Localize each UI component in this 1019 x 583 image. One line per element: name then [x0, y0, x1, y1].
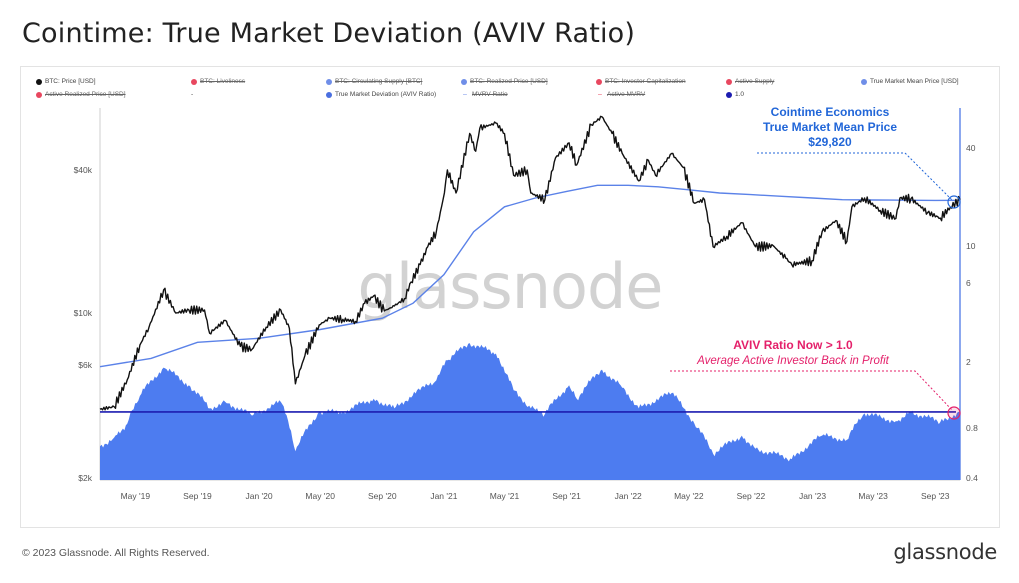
x-axis-tick-label: Jan '23	[799, 491, 826, 501]
x-axis-tick-label: May '19	[121, 491, 151, 501]
copyright-text: © 2023 Glassnode. All Rights Reserved.	[22, 547, 210, 559]
legend-label: Active MVRV	[607, 91, 646, 98]
legend-item[interactable]: – Active MVRV	[596, 91, 645, 98]
mean-price-annotation-leader	[757, 152, 953, 201]
legend-label: BTC: Investor Capitalization	[605, 78, 686, 85]
legend-marker-icon	[326, 91, 332, 98]
legend-label: True Market Deviation (AVIV Ratio)	[335, 91, 437, 98]
aviv-annotation-leader	[670, 370, 953, 411]
true-market-mean-price-line	[99, 184, 961, 368]
legend-marker-icon	[726, 91, 732, 98]
x-axis-tick-label: Jan '20	[245, 491, 272, 501]
legend-label: True Market Mean Price [USD]	[870, 78, 959, 85]
legend-item[interactable]: BTC: Price [USD]	[36, 78, 96, 85]
legend-label: -	[191, 91, 194, 98]
legend-item[interactable]: BTC: Liveliness	[191, 78, 245, 85]
right-axis-tick-label: 40	[966, 143, 976, 153]
right-axis-tick-label: 0.8	[966, 423, 978, 433]
watermark-text: glassnode	[358, 250, 663, 323]
btc-price-line	[99, 115, 961, 411]
x-axis-tick-label: Sep '20	[368, 491, 397, 501]
legend-marker-icon	[36, 91, 42, 98]
x-axis-tick-label: May '21	[490, 491, 520, 501]
right-axis-tick-label: 6	[966, 278, 971, 288]
legend-item[interactable]: Active Supply	[726, 78, 774, 85]
x-axis-tick-label: Sep '23	[921, 491, 950, 501]
x-axis-tick-label: May '22	[674, 491, 704, 501]
legend-item[interactable]: BTC: Circulating Supply [BTC]	[326, 78, 422, 85]
legend-item[interactable]: True Market Mean Price [USD]	[861, 78, 959, 85]
left-axis-tick-label: $10k	[74, 308, 93, 318]
x-axis-tick-label: Sep '22	[737, 491, 766, 501]
left-axis-tick-label: $40k	[74, 165, 93, 175]
legend-marker-icon	[36, 78, 42, 85]
aviv-highlight-marker	[947, 406, 961, 420]
legend-item[interactable]: – MVRV Ratio	[461, 91, 508, 98]
mean-price-annotation-text: True Market Mean Price	[763, 120, 897, 134]
legend-item[interactable]: BTC: Investor Capitalization	[596, 78, 686, 85]
legend-label: Active Supply	[735, 78, 775, 85]
legend-dash-icon: –	[463, 91, 467, 98]
mean-price-annotation-text: Cointime Economics	[771, 105, 890, 119]
chart-card	[20, 66, 1000, 528]
chart-legend: BTC: Price [USD] BTC: Liveliness BTC: Circ…	[36, 78, 996, 106]
page-title: Cointime: True Market Deviation (AVIV Ra…	[22, 18, 636, 49]
legend-item[interactable]: True Market Deviation (AVIV Ratio)	[326, 91, 436, 98]
aviv-annotation-subtitle: Average Active Investor Back in Profit	[696, 355, 890, 367]
right-axis-tick-label: 2	[966, 357, 971, 367]
legend-item[interactable]: -	[191, 91, 193, 98]
legend-dash-icon: –	[598, 91, 602, 98]
legend-label: 1.0	[735, 91, 745, 98]
legend-marker-icon	[191, 78, 197, 85]
legend-marker-icon	[596, 78, 602, 85]
legend-label: BTC: Price [USD]	[45, 78, 96, 85]
legend-item[interactable]: Active Realized Price [USD]	[36, 91, 126, 98]
brand-logo: glassnode	[893, 540, 997, 564]
x-axis-tick-label: Jan '22	[615, 491, 642, 501]
legend-label: BTC: Circulating Supply [BTC]	[335, 78, 423, 85]
legend-item[interactable]: BTC: Realized Price [USD]	[461, 78, 548, 85]
x-axis-tick-label: May '23	[858, 491, 888, 501]
legend-marker-icon	[326, 78, 332, 85]
x-axis-tick-label: May '20	[305, 491, 335, 501]
legend-label: Active Realized Price [USD]	[45, 91, 126, 98]
legend-item[interactable]: 1.0	[726, 91, 744, 98]
legend-label: BTC: Liveliness	[200, 78, 246, 85]
aviv-annotation-title: AVIV Ratio Now > 1.0	[733, 338, 853, 352]
x-axis-tick-label: Jan '21	[430, 491, 457, 501]
x-axis-tick-label: Sep '19	[183, 491, 212, 501]
right-axis-tick-label: 10	[966, 241, 976, 251]
x-axis-tick-label: Sep '21	[552, 491, 581, 501]
legend-marker-icon	[726, 78, 732, 85]
left-axis-tick-label: $2k	[78, 473, 92, 483]
left-axis-tick-label: $6k	[78, 360, 92, 370]
legend-marker-icon	[461, 78, 467, 85]
mean-price-annotation-text: $29,820	[808, 135, 852, 149]
legend-label: MVRV Ratio	[472, 91, 508, 98]
right-axis-tick-label: 0.4	[966, 473, 978, 483]
mean-price-highlight-marker	[947, 195, 961, 209]
legend-label: BTC: Realized Price [USD]	[470, 78, 548, 85]
legend-marker-icon	[861, 78, 867, 85]
